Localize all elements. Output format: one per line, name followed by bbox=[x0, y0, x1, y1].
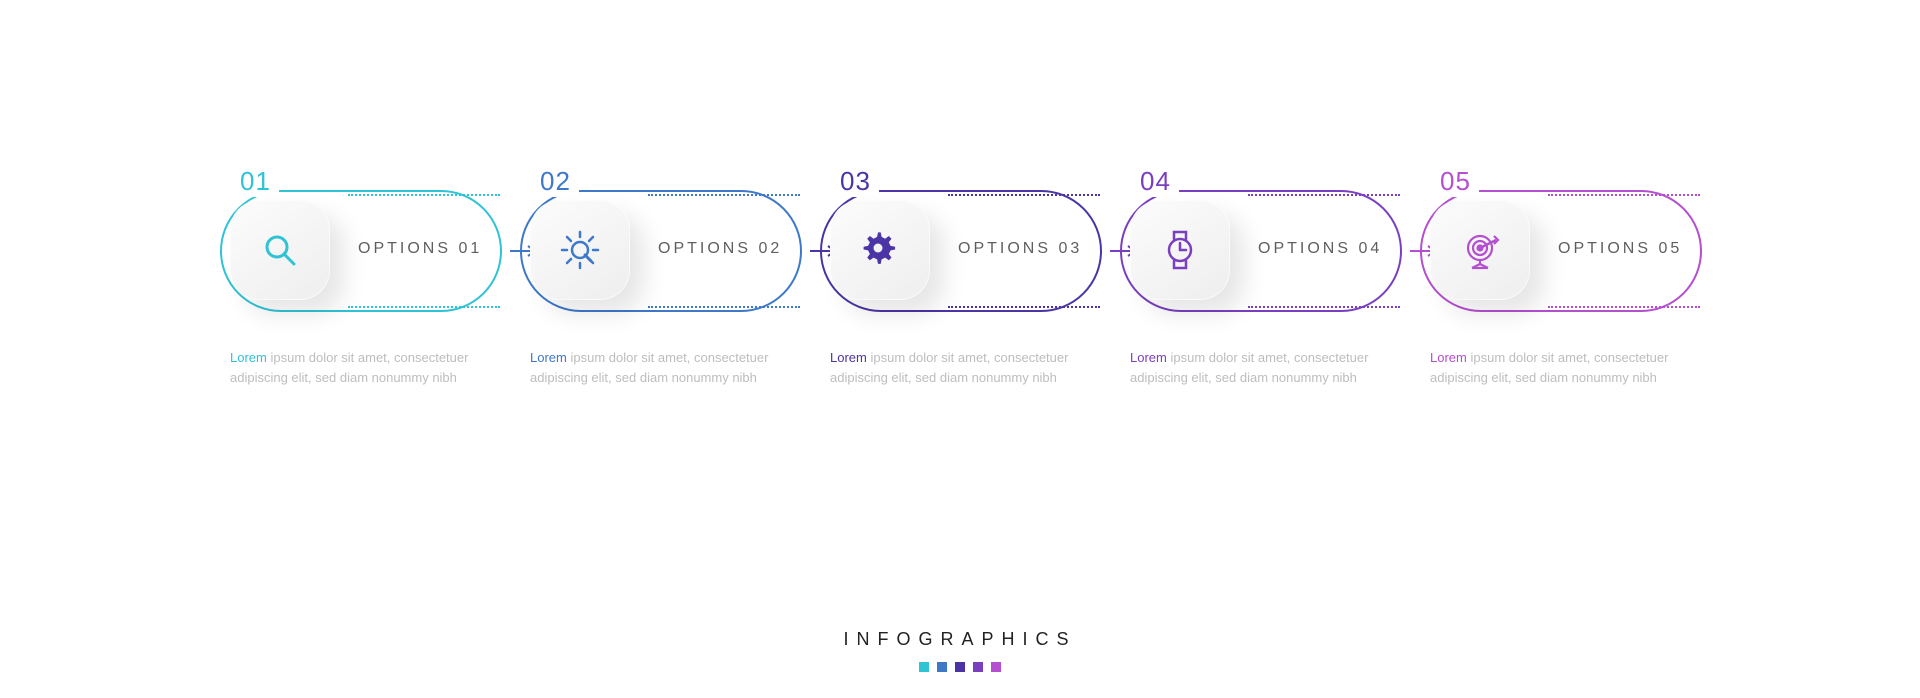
step-3: 03 OPTIONS 03 Lorem ipsum dolor sit amet… bbox=[810, 178, 1110, 468]
step-5-dotline-top bbox=[1548, 194, 1700, 196]
step-1-icon-box bbox=[230, 200, 330, 300]
step-4-dotline-top bbox=[1248, 194, 1400, 196]
step-3-desc-lead: Lorem bbox=[830, 350, 867, 365]
step-3-dotline-top bbox=[948, 194, 1100, 196]
step-2-label: OPTIONS 02 bbox=[658, 240, 782, 258]
step-5-number: 05 bbox=[1432, 166, 1479, 197]
step-2-number: 02 bbox=[532, 166, 579, 197]
step-2-icon-box bbox=[530, 200, 630, 300]
watch-icon bbox=[1163, 228, 1197, 272]
palette-dot-5 bbox=[991, 662, 1001, 672]
step-3-number: 03 bbox=[832, 166, 879, 197]
step-1-desc: Lorem ipsum dolor sit amet, consectetuer… bbox=[230, 348, 490, 388]
palette-dot-4 bbox=[973, 662, 983, 672]
infographic-title: INFOGRAPHICS bbox=[0, 629, 1920, 650]
steps-row: 01 OPTIONS 01 Lorem ipsum dolor sit amet… bbox=[0, 178, 1920, 468]
step-5: 05 OPTIONS 05 Lorem i bbox=[1410, 178, 1710, 468]
palette-dot-1 bbox=[919, 662, 929, 672]
target-icon bbox=[1458, 228, 1502, 272]
step-4: 04 OPTIONS 04 Lorem ipsum dolor sit amet… bbox=[1110, 178, 1410, 468]
step-2-desc-lead: Lorem bbox=[530, 350, 567, 365]
step-5-label: OPTIONS 05 bbox=[1558, 240, 1682, 258]
step-3-label: OPTIONS 03 bbox=[958, 240, 1082, 258]
step-3-desc: Lorem ipsum dolor sit amet, consectetuer… bbox=[830, 348, 1090, 388]
step-1-dotline-top bbox=[348, 194, 500, 196]
step-4-desc-lead: Lorem bbox=[1130, 350, 1167, 365]
step-3-icon-box bbox=[830, 200, 930, 300]
step-1-number: 01 bbox=[232, 166, 279, 197]
palette-dot-2 bbox=[937, 662, 947, 672]
gear-icon bbox=[860, 230, 900, 270]
step-5-desc: Lorem ipsum dolor sit amet, consectetuer… bbox=[1430, 348, 1690, 388]
step-2: 02 OPTIONS 02 Lorem ipsum dolor sit amet… bbox=[510, 178, 810, 468]
step-5-desc-lead: Lorem bbox=[1430, 350, 1467, 365]
step-2-dotline-bot bbox=[648, 306, 800, 308]
step-5-icon-box bbox=[1430, 200, 1530, 300]
step-5-dotline-bot bbox=[1548, 306, 1700, 308]
palette-dots bbox=[0, 662, 1920, 672]
step-4-desc: Lorem ipsum dolor sit amet, consectetuer… bbox=[1130, 348, 1390, 388]
step-4-label: OPTIONS 04 bbox=[1258, 240, 1382, 258]
palette-dot-3 bbox=[955, 662, 965, 672]
magnifier-icon bbox=[260, 230, 300, 270]
step-1-label: OPTIONS 01 bbox=[358, 240, 482, 258]
step-4-dotline-bot bbox=[1248, 306, 1400, 308]
step-2-desc: Lorem ipsum dolor sit amet, consectetuer… bbox=[530, 348, 790, 388]
step-1: 01 OPTIONS 01 Lorem ipsum dolor sit amet… bbox=[210, 178, 510, 468]
step-4-number: 04 bbox=[1132, 166, 1179, 197]
step-2-dotline-top bbox=[648, 194, 800, 196]
step-1-desc-lead: Lorem bbox=[230, 350, 267, 365]
step-1-dotline-bot bbox=[348, 306, 500, 308]
infographic-canvas: 01 OPTIONS 01 Lorem ipsum dolor sit amet… bbox=[0, 0, 1920, 698]
step-3-dotline-bot bbox=[948, 306, 1100, 308]
step-4-icon-box bbox=[1130, 200, 1230, 300]
lightbulb-icon bbox=[558, 228, 602, 272]
